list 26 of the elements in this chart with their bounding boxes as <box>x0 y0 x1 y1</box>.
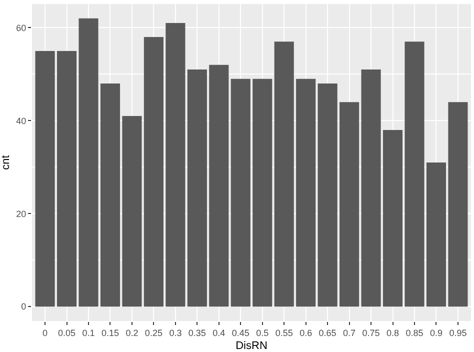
x-tick-label: 0.95 <box>449 328 467 338</box>
x-tick-label: 0.35 <box>188 328 206 338</box>
x-tick-label: 0.6 <box>300 328 312 338</box>
x-tick-label: 0.5 <box>256 328 269 338</box>
x-tick-label: 0.4 <box>212 328 226 338</box>
x-tick-label: 0.85 <box>406 328 424 338</box>
y-axis-title: cnt <box>0 155 12 170</box>
x-tick-label: 0.3 <box>169 328 182 338</box>
x-tick-label: 0.25 <box>144 328 162 338</box>
x-tick-label: 0.75 <box>362 328 380 338</box>
x-axis-title: DisRN <box>236 340 268 352</box>
x-tick-label: 0.2 <box>126 328 138 338</box>
x-tick-label: 0.8 <box>386 328 400 338</box>
x-tick-label: 0.05 <box>58 328 76 338</box>
y-tick-label: 20 <box>16 208 26 219</box>
x-tick-label: 0 <box>42 328 48 338</box>
x-tick-label: 0.65 <box>318 328 336 338</box>
x-tick-label: 0.55 <box>275 328 293 338</box>
y-tick-label: 60 <box>16 22 26 33</box>
x-tick-label: 0.9 <box>430 328 442 338</box>
y-tick-label: 0 <box>21 302 26 312</box>
x-tick-label: 0.15 <box>101 328 120 338</box>
x-tick-label: 0.45 <box>232 328 250 338</box>
x-tick-label: 0.1 <box>82 328 95 338</box>
y-tick-label: 40 <box>16 116 26 126</box>
x-tick-label: 0.7 <box>343 328 356 338</box>
